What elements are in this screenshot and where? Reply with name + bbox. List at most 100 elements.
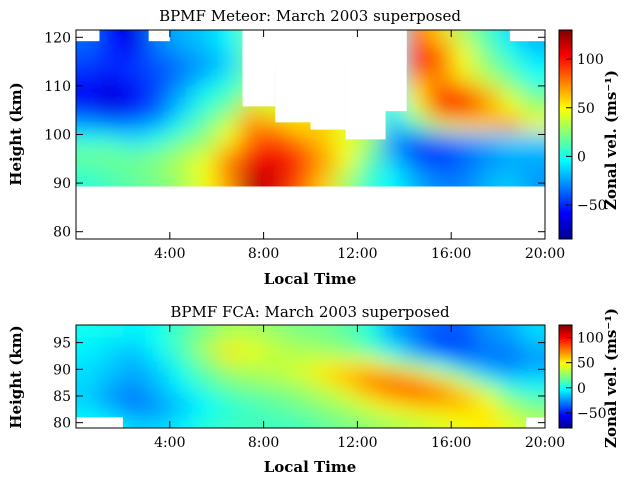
heatmap-cell — [99, 411, 124, 422]
heatmap-cell — [474, 30, 499, 46]
heatmap-cell — [193, 30, 218, 46]
heatmap-cell — [76, 358, 100, 370]
heatmap-cell — [498, 59, 523, 75]
heatmap-cell — [310, 347, 335, 360]
heatmap-cell — [474, 88, 499, 104]
heatmap-cell — [380, 401, 405, 413]
heatmap-cell — [310, 369, 335, 381]
heatmap-cell — [404, 161, 429, 177]
heatmap-cell — [451, 337, 476, 349]
heatmap-cell — [216, 132, 241, 148]
heatmap-cell — [122, 88, 147, 104]
heatmap-cell — [169, 146, 194, 162]
heatmap-cell — [240, 117, 265, 133]
heatmap-cell — [99, 421, 124, 428]
heatmap-cell — [76, 59, 100, 75]
heatmap-cell — [333, 358, 358, 370]
heatmap-cell — [216, 146, 241, 162]
heatmap-cell — [193, 379, 218, 392]
heatmap-cell — [451, 161, 476, 177]
heatmap-cell — [193, 347, 218, 360]
heatmap-cell — [404, 73, 429, 89]
heatmap-cell — [380, 379, 405, 392]
heatmap-cell — [380, 325, 405, 338]
meteor-colorbar — [558, 29, 573, 240]
fca-colorbar-label: Zonal vel. (ms⁻¹) — [602, 308, 620, 448]
y-tick-label: 120 — [44, 30, 71, 46]
heatmap-cell — [427, 59, 452, 75]
heatmap-cell — [99, 390, 124, 402]
heatmap-cell — [427, 325, 452, 338]
heatmap-cell — [404, 379, 429, 392]
heatmap-cell — [193, 44, 218, 60]
heatmap-cell — [404, 401, 429, 413]
heatmap-cell — [380, 421, 405, 428]
no-data-region — [345, 30, 386, 140]
x-tick-label: 20:00 — [525, 246, 565, 262]
heatmap-cell — [146, 102, 171, 118]
heatmap-cell — [99, 117, 124, 133]
heatmap-cell — [498, 347, 523, 360]
heatmap-cell — [99, 325, 124, 338]
heatmap-cell — [169, 102, 194, 118]
heatmap-cell — [521, 161, 545, 177]
heatmap-cell — [498, 325, 523, 338]
heatmap-cell — [99, 337, 124, 349]
heatmap-cell — [146, 421, 171, 428]
heatmap-cell — [146, 411, 171, 422]
no-data-region — [526, 417, 545, 428]
heatmap-cell — [287, 161, 311, 177]
meteor-panel: BPMF Meteor: March 2003 superposed 80 90 1… — [7, 7, 620, 288]
heatmap-cell — [451, 146, 476, 162]
heatmap-cell — [169, 117, 194, 133]
heatmap-cell — [474, 411, 499, 422]
heatmap-cell — [263, 411, 288, 422]
heatmap-cell — [122, 146, 147, 162]
heatmap-cell — [76, 132, 100, 148]
heatmap-cell — [474, 369, 499, 381]
heatmap-cell — [99, 30, 124, 46]
heatmap-cell — [310, 325, 335, 338]
heatmap-cell — [240, 421, 265, 428]
heatmap-cell — [498, 369, 523, 381]
heatmap-cell — [216, 44, 241, 60]
heatmap-cell — [427, 421, 452, 428]
heatmap-cell — [427, 390, 452, 402]
heatmap-cell — [216, 421, 241, 428]
heatmap-cell — [498, 102, 523, 118]
heatmap-cell — [521, 88, 545, 104]
heatmap-cell — [474, 379, 499, 392]
heatmap-cell — [193, 411, 218, 422]
heatmap-cell — [427, 132, 452, 148]
heatmap-cell — [122, 325, 147, 338]
fca-chart-title: BPMF FCA: March 2003 superposed — [170, 303, 450, 321]
heatmap-cell — [76, 73, 100, 89]
heatmap-cell — [193, 102, 218, 118]
heatmap-cell — [216, 30, 241, 46]
heatmap-cell — [498, 379, 523, 392]
heatmap-cell — [333, 379, 358, 392]
heatmap-cell — [76, 117, 100, 133]
heatmap-cell — [451, 44, 476, 60]
heatmap-cell — [380, 358, 405, 370]
heatmap-cell — [498, 117, 523, 133]
heatmap-cell — [263, 369, 288, 381]
heatmap-cell — [521, 337, 545, 349]
meteor-colorbar-label: Zonal vel. (ms⁻¹) — [602, 70, 620, 210]
heatmap-cell — [122, 358, 147, 370]
heatmap-cell — [240, 411, 265, 422]
heatmap-cell — [240, 390, 265, 402]
heatmap-cell — [76, 390, 100, 402]
heatmap-cell — [427, 161, 452, 177]
heatmap-cell — [122, 30, 147, 46]
heatmap-cell — [287, 358, 311, 370]
heatmap-cell — [357, 421, 382, 428]
heatmap-cell — [169, 88, 194, 104]
heatmap-cell — [99, 88, 124, 104]
heatmap-cell — [310, 161, 335, 177]
colorbar-tick-label: 0 — [577, 149, 586, 165]
heatmap-cell — [193, 401, 218, 413]
heatmap-cell — [193, 59, 218, 75]
heatmap-cell — [521, 102, 545, 118]
heatmap-cell — [357, 337, 382, 349]
